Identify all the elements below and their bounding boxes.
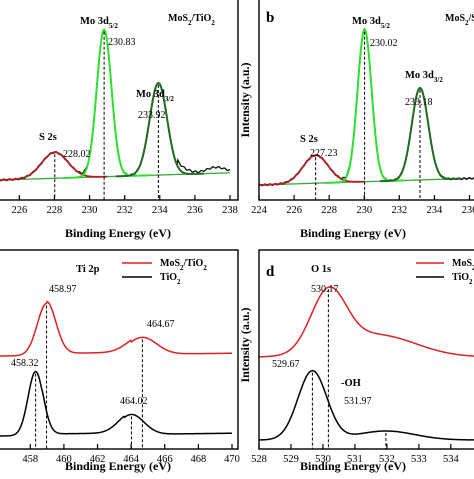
x-tick-label: 232 (117, 205, 133, 216)
peak-value-label: 228.02 (63, 149, 91, 160)
peak-value-label: 227.23 (310, 148, 338, 159)
series-tio2-line (259, 369, 474, 441)
panel-a-frame (0, 0, 239, 201)
x-tick-label: 470 (224, 454, 240, 465)
x-tick-label: 238 (222, 205, 238, 216)
panel-b-letter: b (266, 10, 274, 26)
raw-spectrum (0, 29, 231, 182)
series-mos2-tio2-line (0, 300, 233, 357)
legend-entry-label: TiO2 (160, 272, 181, 286)
peak-value-label: 233.92 (138, 110, 166, 121)
x-tick-label: 226 (286, 205, 302, 216)
peak-value-label: 529.67 (272, 359, 300, 370)
peak-name-label: Mo 3d3/2 (405, 70, 443, 84)
x-tick-label: 230 (356, 205, 372, 216)
peak-name-label: Mo 3d3/2 (136, 89, 174, 103)
x-tick-label: 230 (82, 205, 98, 216)
fit-s2s (0, 151, 108, 181)
fit-mo3d32 (380, 86, 461, 183)
x-tick-label: 228 (47, 205, 63, 216)
x-tick-label: 458 (22, 454, 38, 465)
panel-b-sample-label: MoS2/S (445, 13, 474, 27)
panel-d-letter: d (266, 264, 275, 280)
x-tick-label: 460 (56, 454, 72, 465)
panel-c-xlabel: Binding Energy (eV) (65, 459, 171, 473)
peak-value-label: 458.97 (49, 284, 77, 295)
peak-value-label: 530.17 (311, 284, 339, 295)
panel-d-title: O 1s (311, 264, 331, 275)
x-tick-label: 234 (427, 205, 444, 216)
panel-c-frame (0, 249, 239, 450)
x-tick-label: 528 (251, 454, 267, 465)
x-tick-label: 232 (391, 205, 407, 216)
peak-value-label: 230.83 (108, 37, 136, 48)
panel-b-ylabel: Intensity (a.u.) (238, 62, 252, 137)
legend-entry-label: TiO2 (452, 272, 473, 286)
x-tick-label: 531 (347, 454, 363, 465)
peak-name-label: S 2s (39, 132, 57, 143)
peak-value-label: 230.02 (370, 38, 398, 49)
peak-value-label: 464.02 (120, 396, 148, 407)
x-tick-label: 464 (123, 454, 140, 465)
x-tick-label: 532 (379, 454, 395, 465)
panel-a-xlabel: Binding Energy (eV) (65, 226, 171, 240)
panel-a-plot-area (0, 28, 231, 200)
peak-value-label: 464.67 (147, 319, 175, 330)
x-tick-label: 533 (411, 454, 427, 465)
legend-entry-label: MoS2 (452, 258, 474, 272)
raw-spectrum (259, 27, 474, 187)
fit-mo3d32 (115, 82, 204, 178)
panel-d-frame (258, 249, 474, 450)
oh-annotation: -OH (341, 378, 361, 389)
peak-value-label: 531.97 (344, 396, 372, 407)
peak-name-label: Mo 3d5/2 (352, 16, 390, 30)
panel-c-title: Ti 2p (76, 264, 100, 275)
panel-d-ylabel: Intensity (a.u.) (238, 307, 252, 382)
series-tio2-line (0, 370, 233, 437)
x-tick-label: 534 (443, 454, 460, 465)
panel-a-sample-label: MoS2/TiO2 (168, 13, 215, 27)
legend-entry-label: MoS2/TiO2 (160, 258, 207, 272)
x-tick-label: 468 (191, 454, 207, 465)
x-tick-label: 462 (90, 454, 106, 465)
x-tick-label: 236 (462, 205, 474, 216)
panel-b-frame (258, 0, 474, 201)
peak-value-label: 233.18 (405, 97, 433, 108)
peak-name-label: Mo 3d5/2 (80, 16, 118, 30)
x-tick-label: 530 (315, 454, 331, 465)
x-tick-label: 529 (283, 454, 299, 465)
fit-mo3d52 (325, 28, 405, 184)
series-mos2-tio2-line (259, 286, 474, 358)
x-tick-label: 224 (251, 205, 268, 216)
panel-c-plot-area (0, 300, 233, 449)
x-tick-label: 226 (11, 205, 27, 216)
panel-b-xlabel: Binding Energy (eV) (300, 226, 406, 240)
panel-d-xlabel: Binding Energy (eV) (300, 459, 406, 473)
peak-value-label: 458.32 (11, 358, 39, 369)
fit-mo3d52 (63, 28, 152, 180)
x-tick-label: 228 (321, 205, 337, 216)
peak-name-label: S 2s (300, 134, 318, 145)
x-tick-label: 236 (187, 205, 203, 216)
fit-s2s (259, 154, 365, 186)
panel-b-plot-area (259, 27, 474, 200)
x-tick-label: 466 (157, 454, 173, 465)
x-tick-label: 234 (152, 205, 169, 216)
panel-d-plot-area (259, 286, 474, 449)
